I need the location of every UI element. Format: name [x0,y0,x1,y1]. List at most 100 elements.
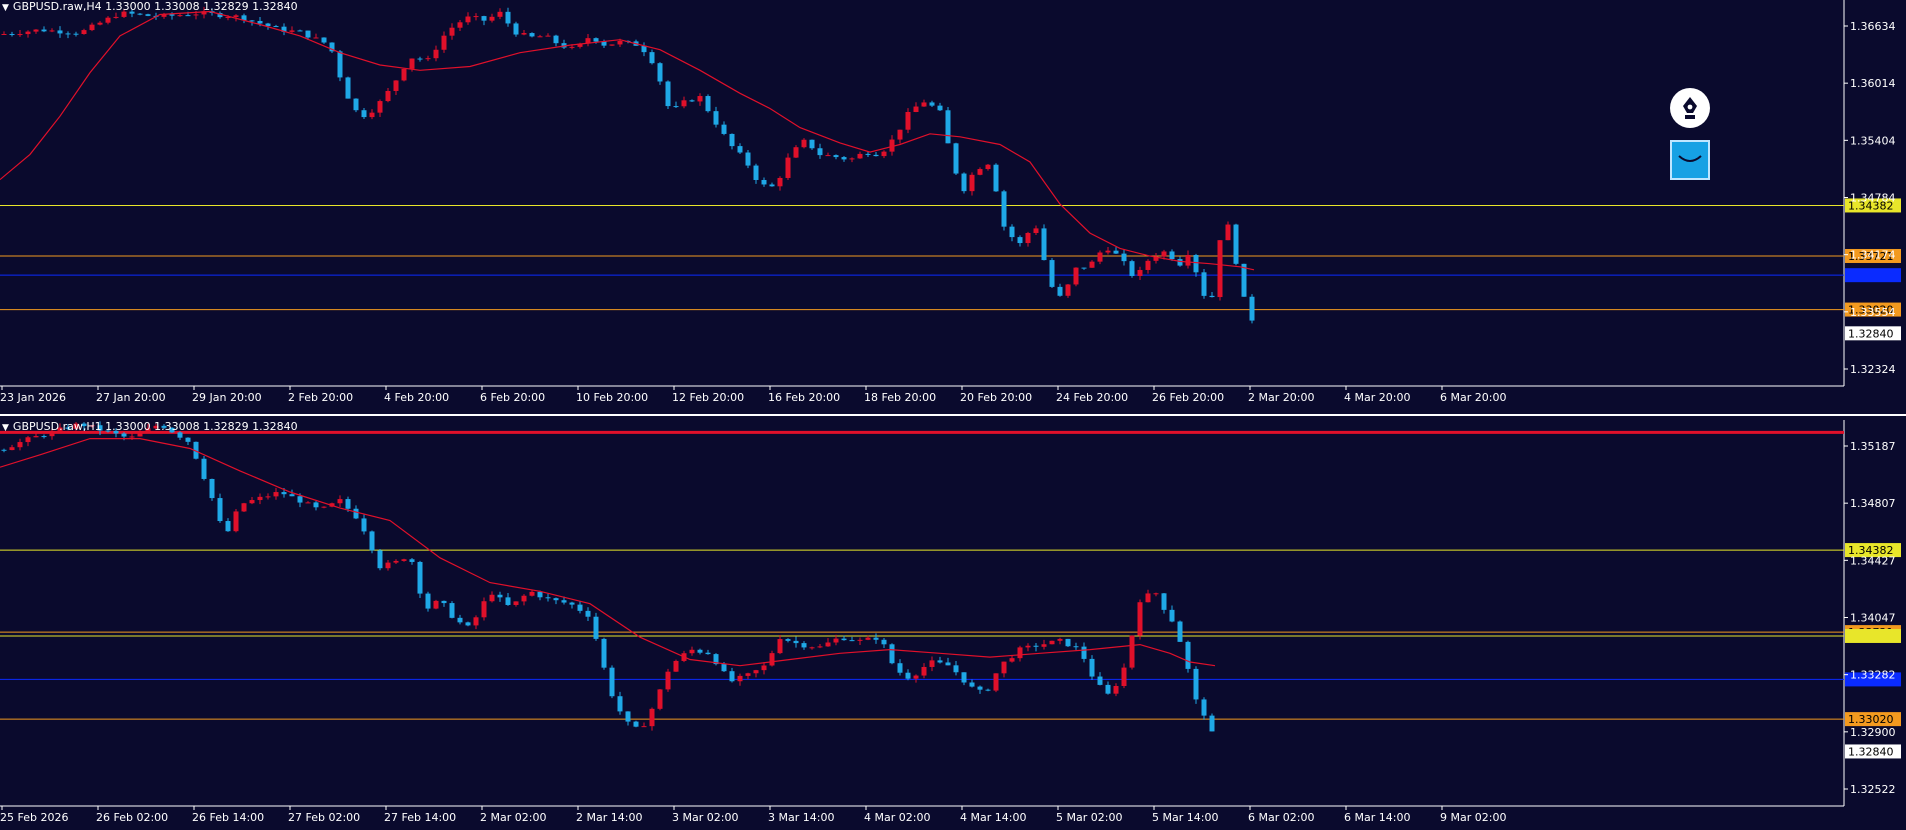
candle-body [1113,250,1119,254]
candle-body [401,559,407,561]
candle-body [185,437,191,442]
candle-body [953,665,959,673]
candle-body [761,665,767,671]
candle-body [425,58,431,60]
candle-body [449,27,455,36]
time-axis-tick-label: 5 Mar 14:00 [1152,811,1218,824]
candle-body [585,38,591,44]
time-axis-tick-label: 3 Mar 02:00 [672,811,738,824]
panel-divider[interactable] [0,410,1906,420]
candle-body [609,667,615,697]
price-axis-tick-label: 1.33282 [1850,669,1896,682]
h1-chart-canvas[interactable]: 1.343821.337211.330201.351871.348071.344… [0,420,1906,830]
candle-body [489,594,495,602]
candle-body [513,601,519,605]
price-axis-tick-label: 1.36634 [1850,20,1896,33]
time-axis-tick-label: 4 Mar 14:00 [960,811,1026,824]
collapse-triangle-icon[interactable]: ▼ [2,3,9,13]
time-axis-tick-label: 26 Feb 14:00 [192,811,264,824]
candle-body [1129,635,1135,668]
candle-body [273,492,279,497]
candle-body [481,16,487,21]
candle-body [1225,224,1231,241]
candle-body [1129,261,1135,276]
candle-body [849,640,855,642]
time-axis-tick-label: 10 Feb 20:00 [576,391,648,404]
candle-body [705,652,711,655]
candle-body [33,436,39,438]
price-axis-tick-label: 1.33554 [1850,306,1896,319]
level-price-tag [1845,543,1901,558]
candle-body [1009,658,1015,662]
candle-body [897,663,903,673]
candle-body [1049,260,1055,287]
candle-body [265,23,271,27]
candle-body [1081,267,1087,269]
candle-body [241,15,247,21]
time-axis-tick-label: 12 Feb 20:00 [672,391,744,404]
candle-body [457,22,463,28]
fountain-pen-icon[interactable] [1670,88,1710,128]
candle-body [1193,254,1199,273]
candle-body [321,506,327,508]
candle-body [865,153,871,155]
candle-body [561,43,567,48]
candle-body [1073,267,1079,285]
smile-icon[interactable] [1670,140,1710,180]
candle-body [473,617,479,626]
candle-body [113,16,119,18]
price-axis-tick-label: 1.34174 [1850,249,1896,262]
candle-body [441,35,447,50]
candle-body [769,184,775,187]
candle-body [113,430,119,434]
candle-body [521,595,527,602]
candle-body [425,593,431,609]
collapse-triangle-icon[interactable]: ▼ [2,423,9,433]
level-price-tag [1845,712,1901,727]
candle-body [977,686,983,690]
candle-body [1217,240,1223,298]
time-axis-tick-label: 29 Jan 20:00 [192,391,262,404]
candle-body [657,63,663,82]
price-axis-tick-label: 1.34807 [1850,497,1896,510]
candle-body [1057,286,1063,296]
candle-body [457,617,463,623]
level-price-tag [1845,628,1901,643]
h4-chart-panel[interactable]: 1.34382 1.33721 1.33020 1.36634 1.36014 1.354… [0,0,1906,410]
candle-body [561,600,567,603]
candle-body [593,616,599,639]
candle-body [1121,667,1127,687]
candle-body [233,15,239,17]
time-axis-tick-label: 4 Mar 02:00 [864,811,930,824]
price-axis-tick-label: 1.32522 [1850,783,1896,796]
candle-body [145,14,151,16]
candle-body [817,646,823,648]
price-axis-tick-label: 1.32900 [1850,726,1896,739]
candle-body [905,112,911,130]
candle-body [193,14,199,16]
candle-body [377,550,383,569]
time-axis-tick-label: 5 Mar 02:00 [1056,811,1122,824]
candle-body [1033,228,1039,233]
candle-body [465,622,471,626]
candle-body [225,16,231,18]
candle-body [225,521,231,532]
candle-body [921,666,927,676]
candle-body [665,81,671,107]
candle-body [1105,684,1111,694]
candle-body [633,721,639,727]
candle-body [1065,638,1071,647]
h4-chart-canvas[interactable]: 1.34382 1.33721 1.33020 1.36634 1.36014 1.354… [0,0,1906,410]
candle-body [585,610,591,617]
h1-title-text: GBPUSD.raw,H1 1.33000 1.33008 1.32829 1.… [12,420,298,433]
candle-body [1,33,7,35]
candle-body [1001,191,1007,227]
candle-body [161,14,167,17]
candle-body [961,173,967,192]
time-axis-tick-label: 23 Jan 2026 [0,391,66,404]
candle-body [521,33,527,35]
h1-chart-panel[interactable]: 1.343821.337211.330201.351871.348071.344… [0,420,1906,830]
candle-body [89,425,95,427]
candle-body [649,708,655,727]
candle-body [929,102,935,106]
